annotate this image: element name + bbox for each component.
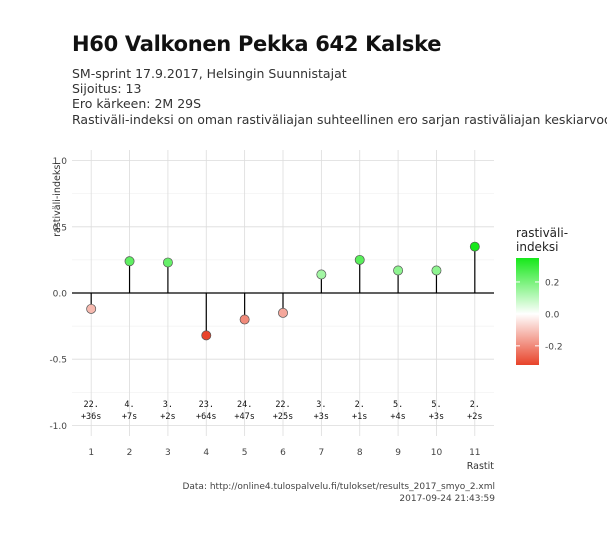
rank-label: 2. [470,400,480,410]
lollipop-point [201,330,212,341]
rank-label: 22. [84,400,99,410]
legend-colorbar [516,258,539,365]
rank-label: 2. [355,400,365,410]
x-tick-label: 11 [469,448,480,458]
diff-label: +3s [314,412,329,422]
x-tick-label: 9 [395,448,401,458]
subtitle-gap: Ero kärkeen: 2M 29S [72,96,202,111]
x-tick-label: 4 [203,448,209,458]
x-tick-label: 3 [165,448,171,458]
y-tick-label: -1.0 [49,422,67,432]
x-tick-label: 1 [88,448,94,458]
subtitle-description: Rastiväli-indeksi on oman rastiväliajan … [72,112,607,127]
x-tick-label: 2 [127,448,133,458]
x-axis-title: Rastit [467,461,495,472]
diff-label: +4s [390,412,405,422]
diff-label: +64s [196,412,216,422]
lollipop-point [354,254,365,265]
rank-label: 3. [316,400,326,410]
rank-label: 3. [163,400,173,410]
rank-label: 22. [275,400,290,410]
diff-label: +47s [234,412,254,422]
y-tick-label: 1.0 [53,157,68,167]
diff-label: +2s [467,412,482,422]
lollipop-point [469,241,480,252]
lollipop-point [239,314,250,325]
lollipop-point [278,307,288,318]
rank-label: 24. [237,400,252,410]
diff-label: +7s [122,412,137,422]
caption-timestamp: 2017-09-24 21:43:59 [399,494,495,504]
rank-label: 5. [431,400,441,410]
diff-label: +36s [81,412,101,422]
lollipop-point [124,256,135,267]
y-tick-label: 0.5 [53,223,67,233]
lollipop-point [162,257,173,268]
lollipop-point [86,303,97,314]
lollipop-point [316,269,327,280]
rank-label: 4. [124,400,134,410]
legend-title-line-1: rastiväli- [516,226,568,240]
x-tick-label: 10 [431,448,443,458]
rank-label: 23. [199,400,214,410]
x-tick-label: 8 [357,448,363,458]
x-tick-label: 5 [242,448,248,458]
diff-label: +3s [429,412,444,422]
x-tick-label: 6 [280,448,286,458]
subtitle-placement: Sijoitus: 13 [72,81,142,96]
caption-source: Data: http://online4.tulospalvelu.fi/tul… [182,482,495,492]
legend-tick-label: -0.2 [545,342,563,352]
y-tick-label: -0.5 [49,356,67,366]
diff-label: +25s [273,412,293,422]
diff-label: +1s [352,412,367,422]
x-tick-label: 7 [318,448,324,458]
diff-label: +2s [160,412,175,422]
lollipop-point [393,265,404,276]
legend-tick-label: 0.2 [545,278,559,288]
y-tick-label: 0.0 [53,290,68,300]
lollipop-point [431,265,442,276]
subtitle-event: SM-sprint 17.9.2017, Helsingin Suunnista… [72,66,347,81]
chart-title: H60 Valkonen Pekka 642 Kalske [72,32,442,56]
legend-title-line-2: indeksi [516,240,558,254]
legend-tick-label: 0.0 [545,310,560,320]
y-axis-title: rastiväli-indeksi [52,162,63,237]
rank-label: 5. [393,400,403,410]
